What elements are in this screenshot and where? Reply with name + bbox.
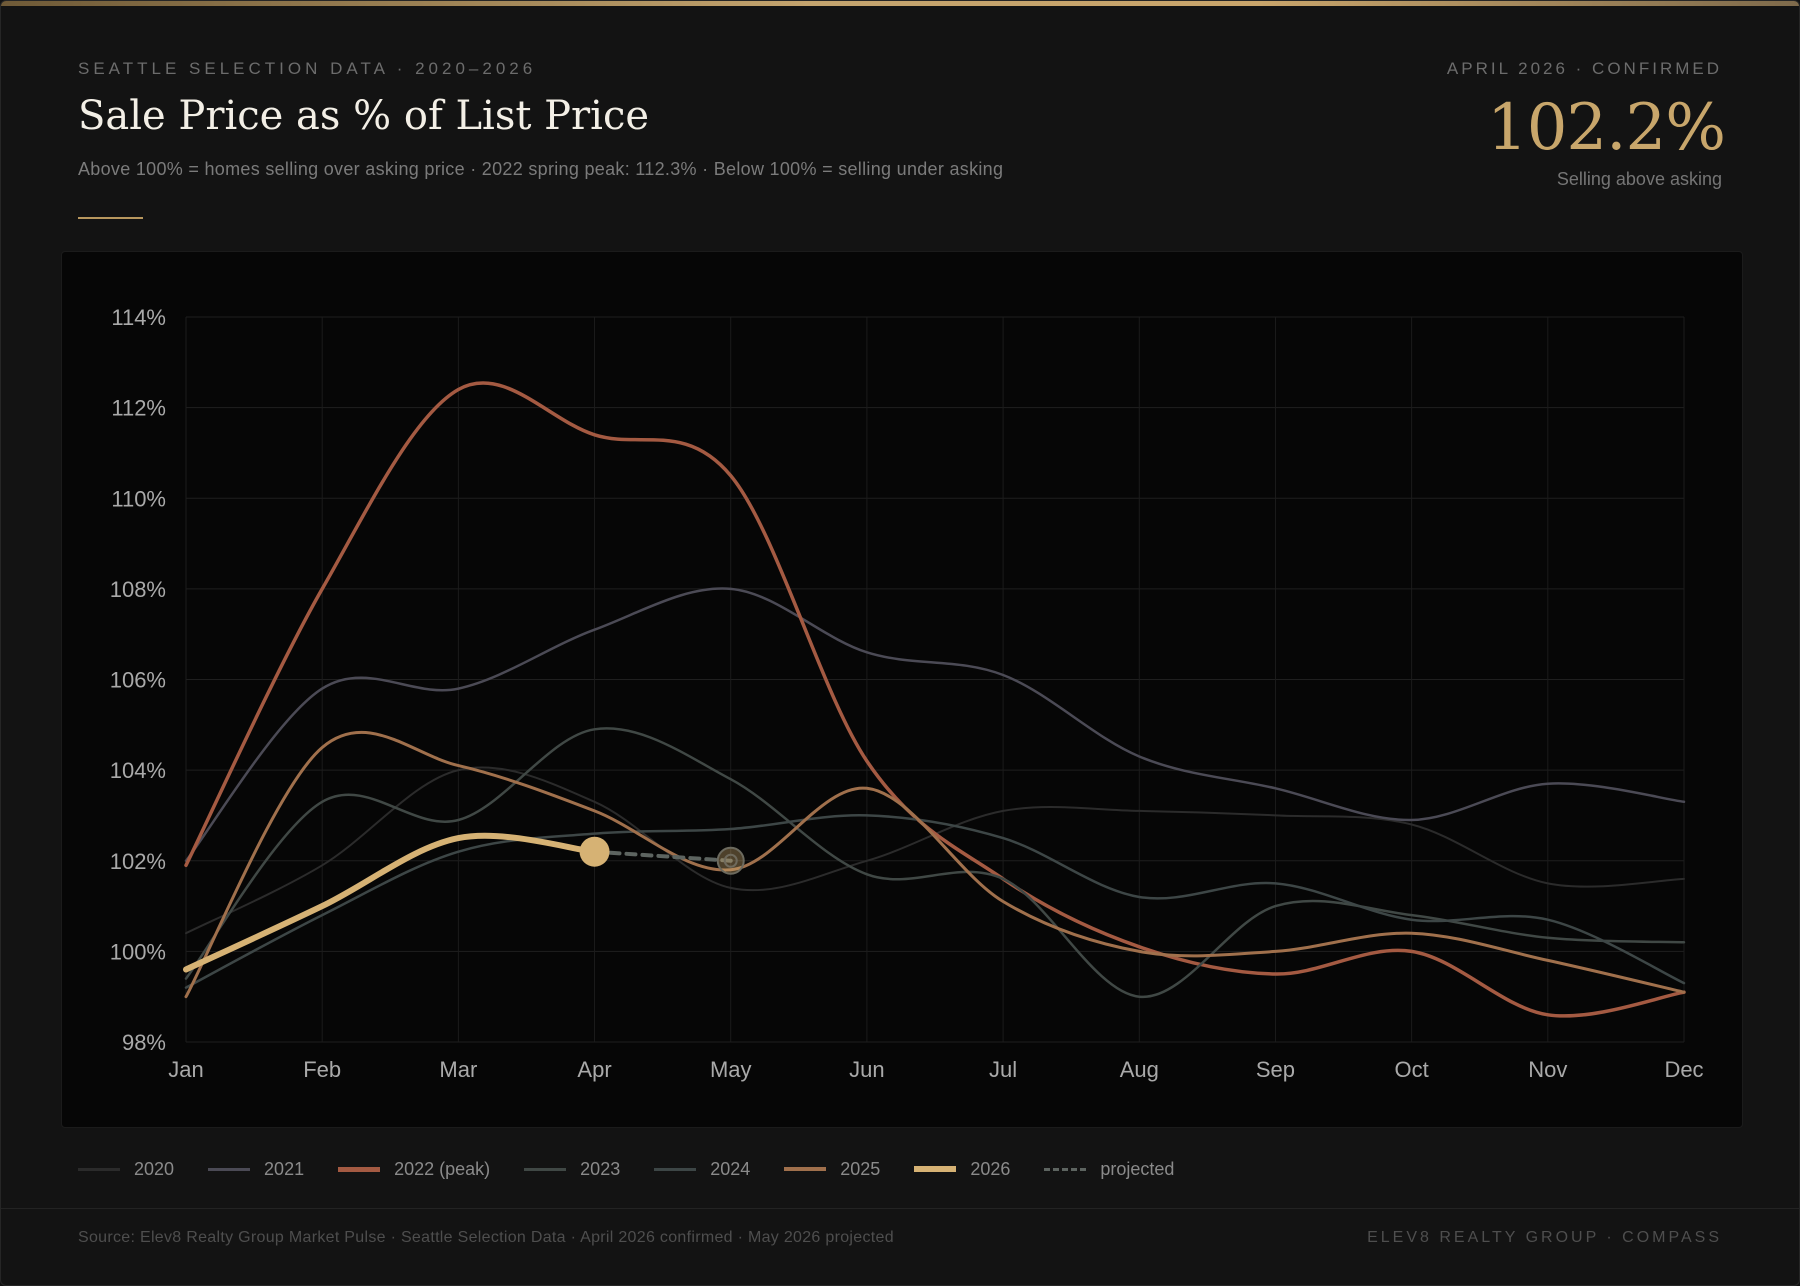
legend-item: 2022 (peak): [338, 1159, 490, 1180]
legend-swatch: [78, 1167, 120, 1171]
y-tick-label: 108%: [110, 577, 166, 602]
axis-layer: 98% 100% 102% 104% 106% 108% 110% 112% 114% Jan Fe…: [110, 305, 1704, 1082]
legend-item: 2024: [654, 1159, 750, 1180]
series-line-2022-peak: [184, 381, 1686, 1018]
legend-label: 2026: [970, 1158, 1011, 1179]
legend-item: 2025: [784, 1159, 880, 1180]
x-tick-label: Dec: [1664, 1057, 1703, 1082]
title-accent-rule: [78, 217, 143, 219]
x-tick-label: Nov: [1528, 1057, 1567, 1082]
legend-swatch: [338, 1166, 381, 1172]
legend-swatch: [914, 1166, 957, 1172]
footer-divider: [1, 1208, 1799, 1209]
legend-label: 2020: [134, 1158, 175, 1179]
legend-label: 2021: [264, 1158, 305, 1179]
legend-swatch: [784, 1167, 827, 1171]
footer-source: Source: Elev8 Realty Group Market Pulse …: [78, 1229, 894, 1246]
eyebrow-label: SEATTLE SELECTION DATA · 2020–2026: [78, 59, 537, 78]
projected-point-marker: [716, 846, 745, 875]
legend-label: 2024: [710, 1158, 751, 1179]
chart-subtitle: Above 100% = homes selling over asking p…: [78, 159, 1004, 179]
x-tick-label: Mar: [439, 1057, 477, 1082]
kpi-label: APRIL 2026 · CONFIRMED: [1446, 59, 1722, 78]
grid-layer: [185, 316, 1685, 1043]
projected-line: [592, 849, 733, 863]
legend-label: 2022 (peak): [394, 1158, 491, 1179]
kpi-caption: Selling above asking: [1556, 169, 1722, 189]
chart-title: Sale Price as % of List Price: [78, 93, 650, 139]
chart-panel: 98% 100% 102% 104% 106% 108% 110% 112% 114% Jan Fe…: [61, 251, 1743, 1128]
marker-layer: [579, 836, 745, 875]
chart-legend: 2020 2021 2022 (peak) 2023 2024 2025 2026 proje…: [78, 1157, 1208, 1181]
y-tick-label: 98%: [122, 1030, 166, 1055]
y-tick-label: 100%: [110, 939, 166, 964]
x-tick-label: Aug: [1120, 1057, 1159, 1082]
line-chart: 98% 100% 102% 104% 106% 108% 110% 112% 114% Jan Fe…: [110, 305, 1704, 1082]
series-line-2024: [184, 814, 1686, 989]
series-line-2026: [183, 832, 598, 973]
projected-point-core: [723, 853, 738, 868]
footer-brand: ELEV8 REALTY GROUP · COMPASS: [1367, 1229, 1722, 1246]
series-layer: [183, 381, 1686, 1018]
legend-swatch: [1044, 1167, 1087, 1171]
x-tick-label: Jan: [168, 1057, 203, 1082]
legend-swatch: [208, 1167, 251, 1171]
x-tick-label: Jun: [849, 1057, 884, 1082]
y-tick-label: 114%: [111, 305, 166, 330]
x-tick-label: May: [710, 1057, 752, 1082]
y-tick-label: 104%: [110, 758, 166, 783]
x-tick-label: Oct: [1395, 1057, 1429, 1082]
x-tick-label: Jul: [989, 1057, 1017, 1082]
series-line-2025: [184, 730, 1686, 999]
legend-label: 2025: [840, 1158, 881, 1179]
top-accent-bar: [1, 1, 1799, 6]
series-line-2023: [184, 727, 1686, 998]
legend-label: 2023: [580, 1158, 621, 1179]
legend-item: 2020: [78, 1159, 174, 1180]
current-point-marker: [579, 836, 610, 867]
legend-item: 2026: [914, 1159, 1010, 1180]
y-tick-label: 102%: [110, 849, 166, 874]
x-tick-label: Apr: [577, 1057, 611, 1082]
legend-item: projected: [1044, 1159, 1174, 1180]
kpi-value: 102.2%: [1486, 91, 1726, 165]
legend-label: projected: [1100, 1158, 1175, 1179]
x-tick-label: Sep: [1256, 1057, 1295, 1082]
y-tick-label: 110%: [111, 486, 166, 511]
legend-item: 2023: [524, 1159, 620, 1180]
legend-swatch: [524, 1167, 567, 1171]
series-line-2021: [184, 587, 1686, 863]
legend-item: 2021: [208, 1159, 304, 1180]
y-tick-label: 112%: [111, 396, 166, 421]
x-tick-label: Feb: [303, 1057, 341, 1082]
series-line-2020: [185, 766, 1685, 935]
legend-swatch: [654, 1167, 697, 1171]
y-tick-label: 106%: [110, 668, 166, 693]
